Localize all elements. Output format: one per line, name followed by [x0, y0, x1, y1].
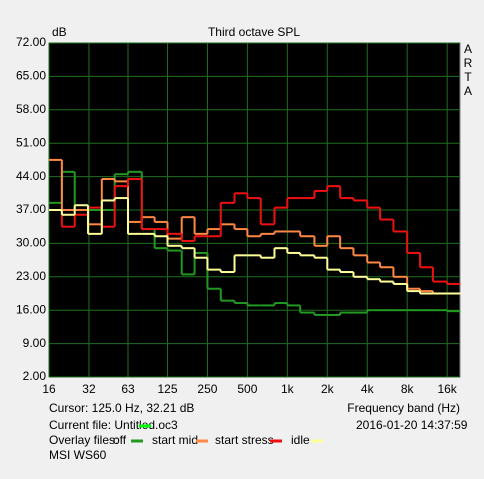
overlay-label: Overlay files:	[49, 433, 118, 447]
y-tick-label: 16.00	[16, 302, 46, 316]
x-axis-label: Frequency band (Hz)	[347, 401, 460, 415]
side-letter: R	[464, 56, 473, 70]
legend-label: idle	[291, 433, 310, 447]
legend-label: start stress	[215, 433, 274, 447]
x-tick-label: 500	[237, 382, 257, 396]
legend-label: off	[113, 433, 127, 447]
timestamp: 2016-01-20 14:37:59	[356, 418, 468, 432]
cursor-readout: Cursor: 125.0 Hz, 32.21 dB	[49, 401, 194, 415]
x-tick-label: 2k	[321, 382, 335, 396]
x-tick-label: 250	[197, 382, 217, 396]
side-letter: A	[464, 84, 472, 98]
y-tick-label: 51.00	[16, 135, 46, 149]
y-tick-label: 44.00	[16, 169, 46, 183]
legend-label: start mid	[152, 433, 198, 447]
x-tick-label: 125	[157, 382, 177, 396]
x-tick-label: 4k	[361, 382, 375, 396]
y-tick-label: 37.00	[16, 202, 46, 216]
y-tick-label: 2.00	[23, 369, 47, 383]
x-tick-label: 1k	[281, 382, 295, 396]
x-tick-label: 16k	[437, 382, 457, 396]
y-tick-label: 9.00	[23, 336, 47, 350]
x-tick-label: 8k	[401, 382, 415, 396]
y-tick-label: 72.00	[16, 35, 46, 49]
y-tick-label: 23.00	[16, 269, 46, 283]
device-name: MSI WS60	[49, 448, 107, 462]
side-letter: T	[464, 70, 472, 84]
x-tick-label: 32	[82, 382, 96, 396]
y-axis-label: dB	[52, 25, 67, 39]
side-letter: A	[464, 42, 472, 56]
chart-title: Third octave SPL	[208, 25, 300, 39]
y-tick-label: 58.00	[16, 102, 46, 116]
y-tick-label: 65.00	[16, 69, 46, 83]
x-tick-label: 16	[42, 382, 56, 396]
y-tick-label: 30.00	[16, 236, 46, 250]
current-file: Current file: Untitled.oc3	[49, 418, 178, 432]
x-tick-label: 63	[121, 382, 135, 396]
